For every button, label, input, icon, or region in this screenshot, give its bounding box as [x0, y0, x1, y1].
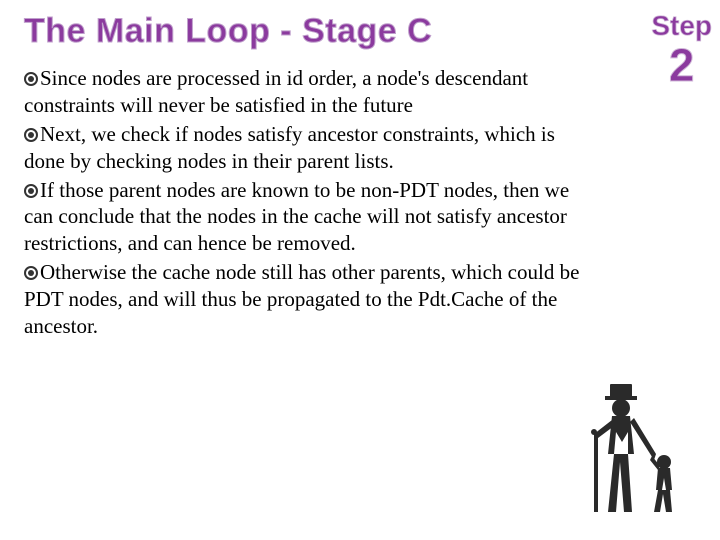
- bullet-text: Otherwise the cache node still has other…: [24, 260, 579, 338]
- bullet-item: Since nodes are processed in id order, a…: [24, 65, 584, 119]
- bullet-icon: [24, 184, 38, 198]
- bullet-list: Since nodes are processed in id order, a…: [24, 65, 584, 340]
- bullet-item: Otherwise the cache node still has other…: [24, 259, 584, 340]
- bullet-icon: [24, 266, 38, 280]
- slide-title: The Main Loop - Stage C: [24, 12, 696, 51]
- silhouette-figure: [572, 382, 692, 522]
- step-label-text: Step: [651, 12, 712, 40]
- bullet-item: If those parent nodes are known to be no…: [24, 177, 584, 258]
- slide: The Main Loop - Stage C Step 2 Since nod…: [0, 0, 720, 540]
- step-number: 2: [651, 42, 712, 88]
- bullet-icon: [24, 128, 38, 142]
- bullet-item: Next, we check if nodes satisfy ancestor…: [24, 121, 584, 175]
- bullet-icon: [24, 72, 38, 86]
- bullet-text: Next, we check if nodes satisfy ancestor…: [24, 122, 555, 173]
- step-badge: Step 2: [651, 12, 712, 88]
- bullet-text: Since nodes are processed in id order, a…: [24, 66, 528, 117]
- bullet-text: If those parent nodes are known to be no…: [24, 178, 569, 256]
